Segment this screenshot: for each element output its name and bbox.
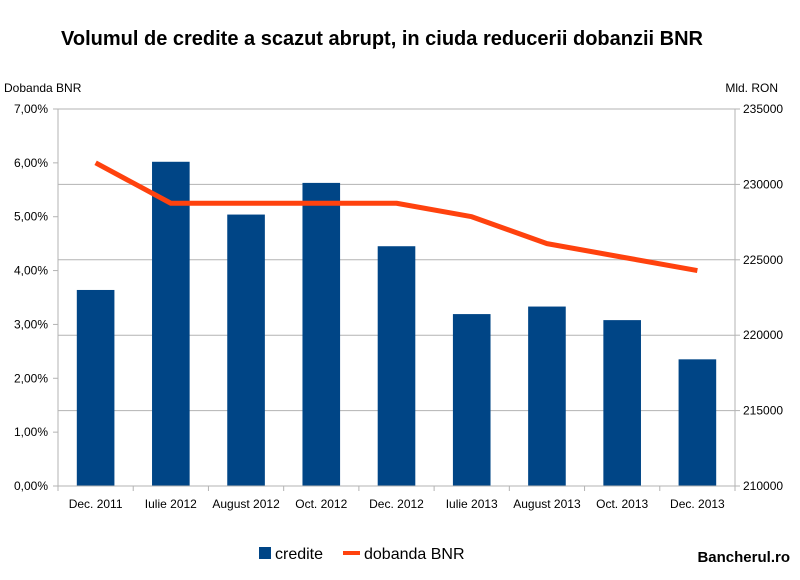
- right-tick-label: 225000: [743, 253, 783, 267]
- bar-credite: [302, 182, 341, 486]
- bar-credite: [603, 320, 641, 486]
- bar-credite: [227, 214, 265, 486]
- left-tick-label: 7,00%: [14, 102, 48, 116]
- right-tick-label: 220000: [743, 328, 783, 342]
- x-tick-label: Iulie 2013: [446, 497, 498, 511]
- x-tick-label: Dec. 2012: [369, 497, 424, 511]
- axes: [57, 109, 736, 487]
- legend-swatch-credite: [259, 547, 271, 559]
- left-tick-label: 0,00%: [14, 479, 48, 493]
- right-tick-label: 215000: [743, 404, 783, 418]
- x-tick-label: Iulie 2012: [145, 497, 197, 511]
- left-tick-label: 1,00%: [14, 425, 48, 439]
- right-axis-title: Mld. RON: [725, 81, 778, 95]
- dobanda-line: [94, 160, 698, 274]
- right-tick-label: 230000: [743, 177, 783, 191]
- line-dobanda: [94, 160, 698, 274]
- x-tick-label: Dec. 2013: [670, 497, 725, 511]
- x-tick-label: Oct. 2013: [596, 497, 648, 511]
- bar-credite: [76, 289, 115, 486]
- x-tick-label: August 2013: [513, 497, 581, 511]
- right-tick-label: 235000: [743, 102, 783, 116]
- left-axis-ticks: 0,00% 1,00% 2,00% 3,00% 4,00% 5,00% 6,00% 7,00%: [14, 102, 58, 493]
- left-axis-title: Dobanda BNR: [4, 81, 82, 95]
- credite-bars: [76, 161, 717, 486]
- x-tick-label: Oct. 2012: [295, 497, 347, 511]
- left-tick-label: 5,00%: [14, 210, 48, 224]
- bar-credite: [678, 359, 717, 486]
- bar-credite: [452, 314, 491, 486]
- right-tick-label: 210000: [743, 479, 783, 493]
- legend-label-credite: credite: [275, 546, 323, 563]
- x-tick-label: August 2012: [212, 497, 280, 511]
- left-tick-label: 4,00%: [14, 264, 48, 278]
- bar-credite: [377, 246, 416, 486]
- legend: credite dobanda BNR: [259, 546, 465, 563]
- x-axis-ticks: Dec. 2011 Iulie 2012 August 2012 Oct. 2012 D…: [57, 486, 736, 511]
- bar-credite: [528, 306, 566, 486]
- left-tick-label: 2,00%: [14, 371, 48, 385]
- branding: Bancherul.ro: [697, 549, 790, 566]
- left-tick-label: 6,00%: [14, 156, 48, 170]
- bar-credite: [152, 161, 190, 486]
- x-tick-label: Dec. 2011: [69, 497, 123, 511]
- right-axis-ticks: 210000 215000 220000 225000 230000 235000: [735, 102, 783, 493]
- left-tick-label: 3,00%: [14, 317, 48, 331]
- legend-label-dobanda: dobanda BNR: [364, 546, 465, 563]
- chart-title: Volumul de credite a scazut abrupt, in c…: [61, 28, 704, 50]
